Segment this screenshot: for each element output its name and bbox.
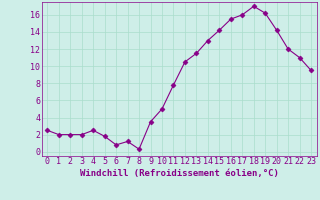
X-axis label: Windchill (Refroidissement éolien,°C): Windchill (Refroidissement éolien,°C) bbox=[80, 169, 279, 178]
